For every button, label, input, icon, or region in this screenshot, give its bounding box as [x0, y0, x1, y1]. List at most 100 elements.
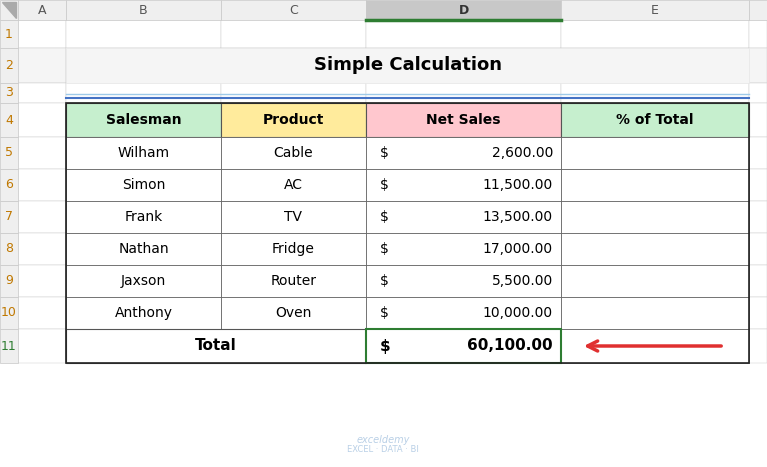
Text: Simon: Simon — [122, 178, 165, 192]
Bar — [0, 297, 18, 329]
Bar — [18, 169, 66, 201]
Text: 1: 1 — [5, 28, 13, 41]
Text: $: $ — [380, 306, 389, 320]
Bar — [366, 48, 561, 83]
Bar — [18, 137, 66, 169]
Bar — [221, 83, 366, 103]
Text: Nathan: Nathan — [118, 242, 169, 256]
Bar — [561, 137, 749, 169]
Bar — [749, 329, 767, 363]
Bar — [561, 233, 749, 265]
Bar — [66, 137, 221, 169]
Bar — [66, 169, 221, 201]
Text: $: $ — [380, 242, 389, 256]
Bar — [221, 329, 366, 363]
Text: AC: AC — [284, 178, 303, 192]
Bar — [221, 233, 366, 265]
Bar — [366, 20, 561, 48]
Bar — [221, 297, 366, 329]
Bar — [18, 329, 66, 363]
Bar — [66, 48, 221, 83]
Bar — [18, 48, 66, 83]
Text: A: A — [38, 3, 46, 16]
Bar — [561, 297, 749, 329]
Bar — [18, 83, 66, 103]
Bar — [66, 169, 221, 201]
Bar — [366, 137, 561, 169]
Text: Net Sales: Net Sales — [426, 113, 501, 127]
Bar — [749, 297, 767, 329]
Bar — [749, 20, 767, 48]
Bar — [221, 48, 366, 83]
Text: E: E — [651, 3, 659, 16]
Bar — [561, 233, 749, 265]
Text: TV: TV — [285, 210, 302, 224]
Bar — [221, 103, 366, 137]
Bar — [366, 103, 561, 137]
Text: Cable: Cable — [274, 146, 313, 160]
Bar — [749, 137, 767, 169]
Bar — [749, 0, 767, 20]
Bar — [221, 103, 366, 137]
Text: Fridge: Fridge — [272, 242, 315, 256]
Text: C: C — [289, 3, 298, 16]
Bar — [18, 265, 66, 297]
Bar — [66, 265, 221, 297]
Bar — [66, 265, 221, 297]
Bar — [366, 169, 561, 201]
Text: 4: 4 — [5, 113, 13, 127]
Bar — [18, 20, 66, 48]
Text: 60,100.00: 60,100.00 — [467, 339, 553, 354]
Text: 10,000.00: 10,000.00 — [483, 306, 553, 320]
Bar — [221, 169, 366, 201]
Bar — [221, 169, 366, 201]
Bar — [366, 137, 561, 169]
Text: 7: 7 — [5, 211, 13, 224]
Bar — [0, 48, 18, 83]
Bar — [221, 20, 366, 48]
Bar — [561, 265, 749, 297]
Text: 6: 6 — [5, 178, 13, 191]
Text: 2,600.00: 2,600.00 — [492, 146, 553, 160]
Text: Anthony: Anthony — [114, 306, 173, 320]
Text: 10: 10 — [1, 306, 17, 319]
Bar — [561, 201, 749, 233]
Bar — [366, 201, 561, 233]
Bar — [749, 265, 767, 297]
Bar — [18, 0, 66, 20]
Text: $: $ — [380, 339, 390, 354]
Bar — [561, 329, 749, 363]
Bar — [561, 137, 749, 169]
Bar — [0, 201, 18, 233]
Bar — [561, 103, 749, 137]
Bar — [18, 103, 66, 137]
Text: EXCEL · DATA · BI: EXCEL · DATA · BI — [347, 446, 419, 454]
Text: 17,000.00: 17,000.00 — [483, 242, 553, 256]
Bar — [66, 48, 749, 83]
Bar — [0, 83, 18, 103]
Bar — [366, 233, 561, 265]
Bar — [0, 265, 18, 297]
Text: D: D — [459, 3, 469, 16]
Bar — [66, 233, 221, 265]
Bar — [561, 83, 749, 103]
Polygon shape — [2, 2, 16, 18]
Bar — [366, 329, 561, 363]
Bar — [366, 169, 561, 201]
Bar — [221, 297, 366, 329]
Bar — [561, 169, 749, 201]
Text: 11: 11 — [1, 340, 17, 353]
Text: 2: 2 — [5, 59, 13, 72]
Bar — [0, 103, 18, 137]
Text: $: $ — [380, 146, 389, 160]
Bar — [561, 297, 749, 329]
Bar — [221, 265, 366, 297]
Bar — [366, 103, 561, 137]
Bar — [366, 0, 561, 20]
Text: Router: Router — [271, 274, 317, 288]
Bar — [366, 297, 561, 329]
Bar — [66, 297, 221, 329]
Bar — [18, 233, 66, 265]
Bar — [366, 265, 561, 297]
Bar — [749, 169, 767, 201]
